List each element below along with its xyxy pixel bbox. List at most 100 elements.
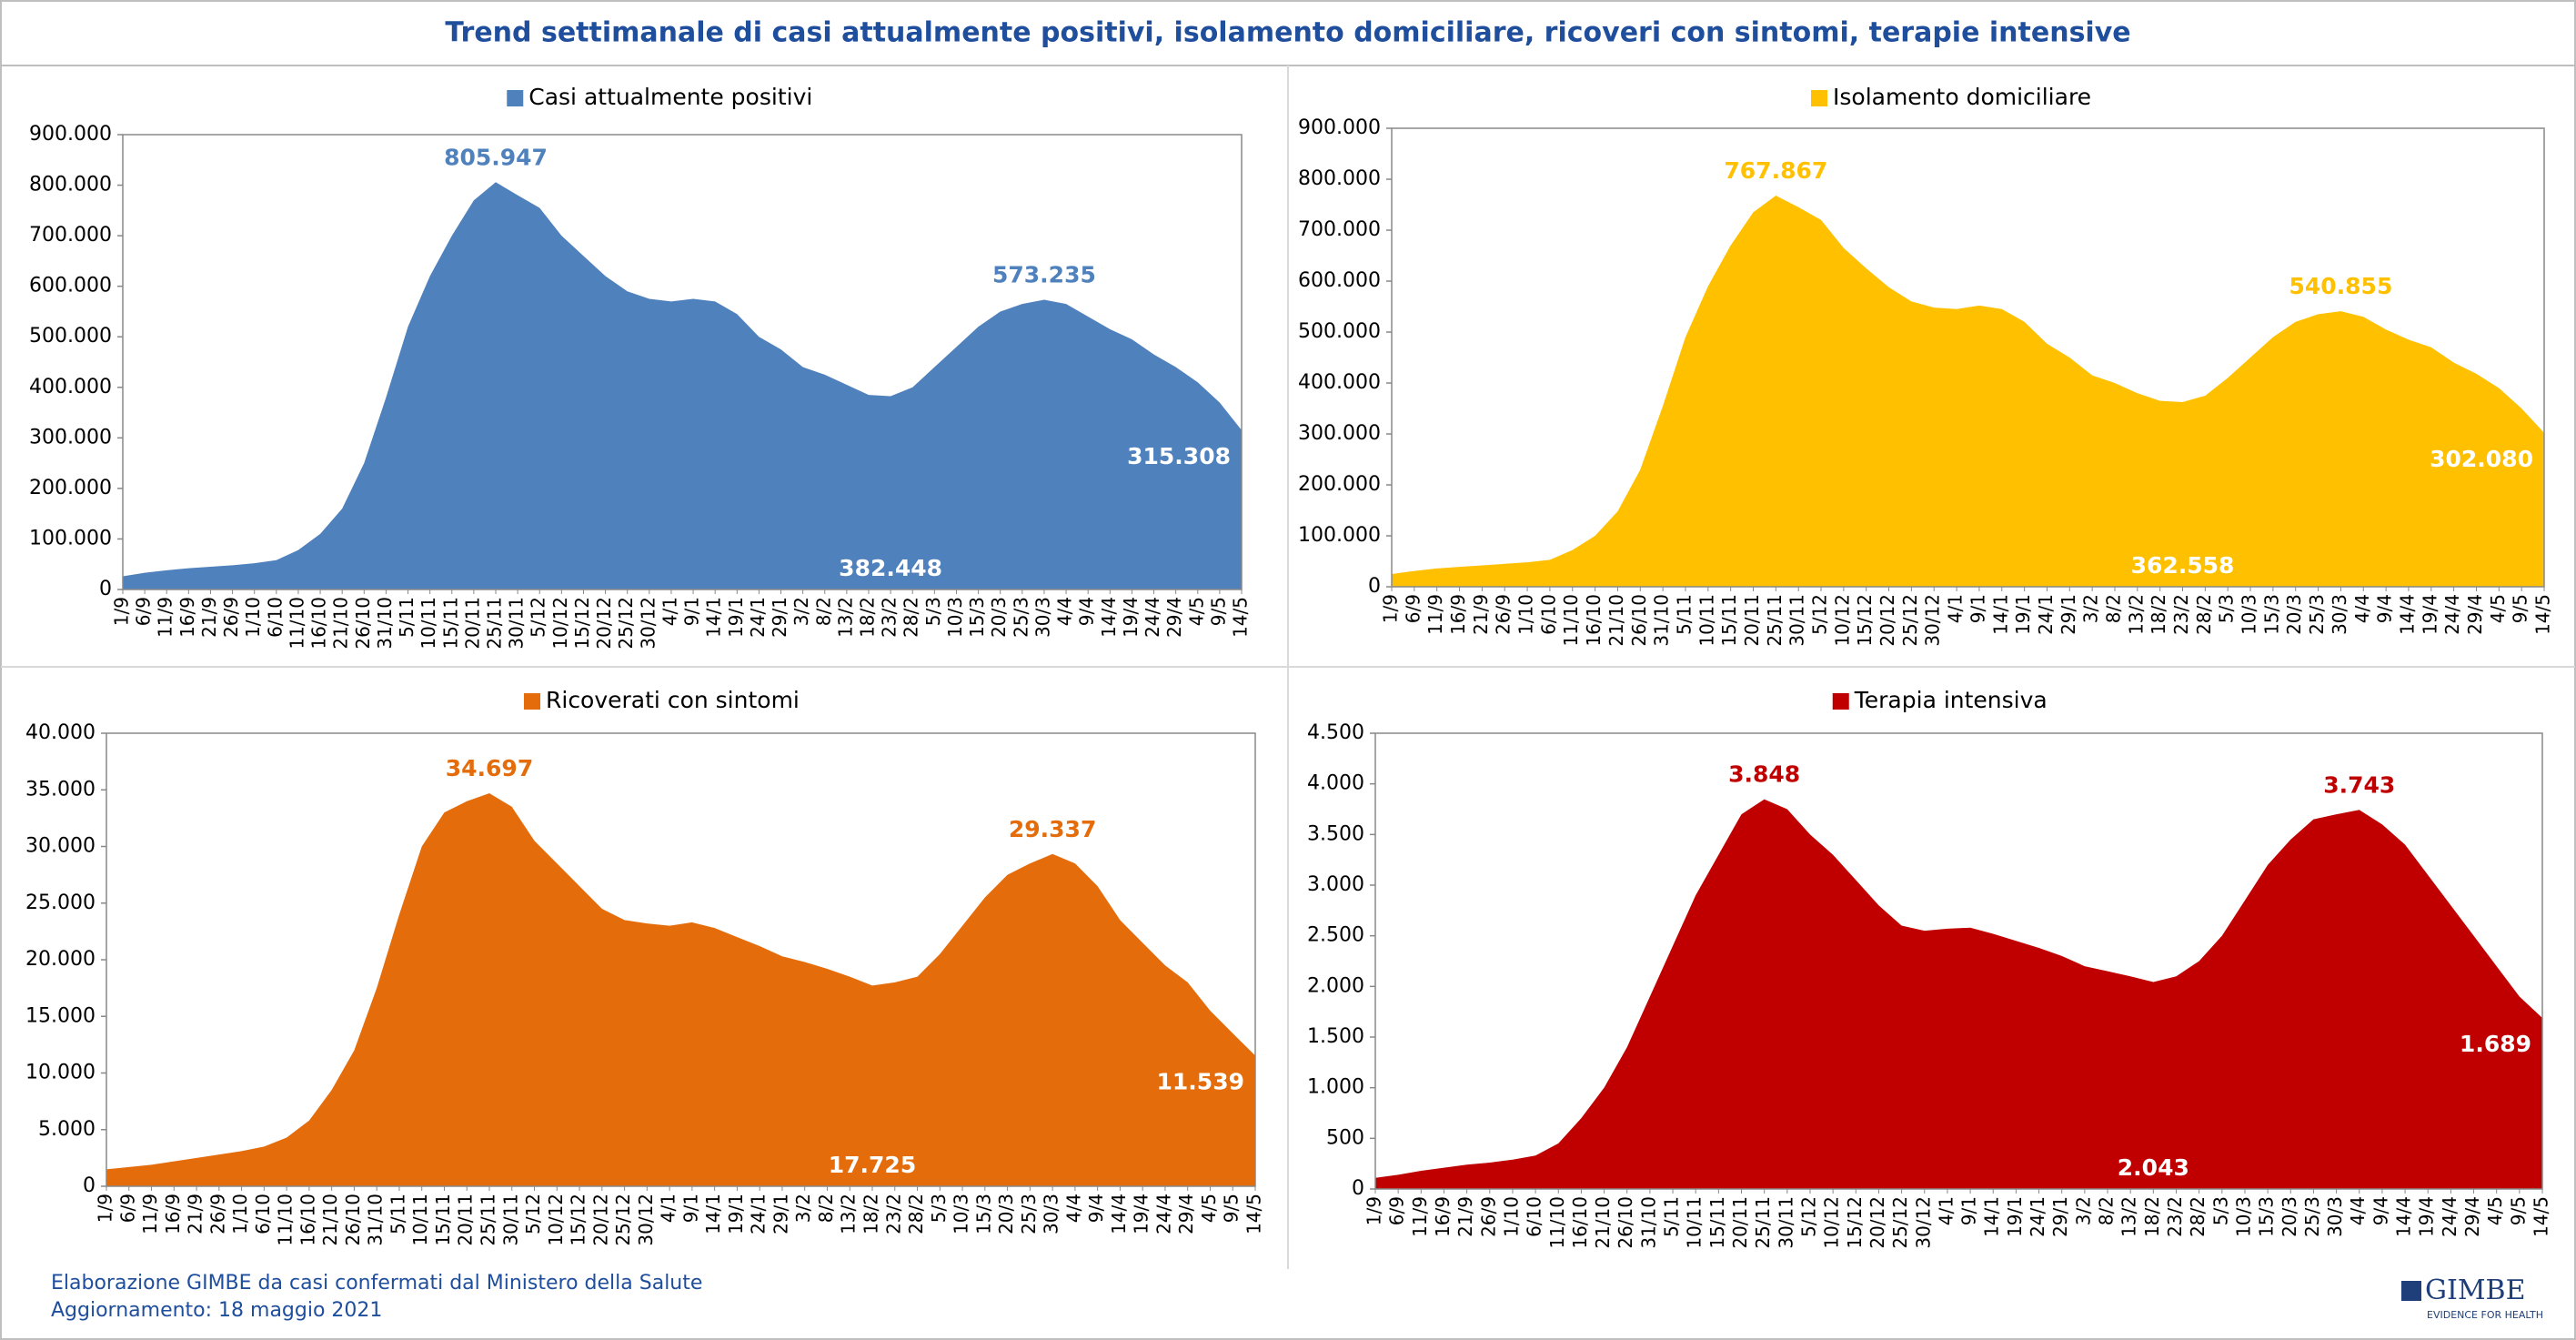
- x-tick-label: 1/10: [1500, 1196, 1522, 1237]
- x-tick-label: 19/1: [2012, 594, 2034, 635]
- annotation: 29.337: [1009, 816, 1096, 842]
- plot-frame: [1391, 127, 2545, 588]
- y-tick-label: 300.000: [29, 426, 112, 448]
- x-tick-label: 18/2: [2148, 594, 2169, 635]
- x-tick-label: 4/1: [658, 1194, 679, 1223]
- area: [1392, 195, 2544, 587]
- area: [106, 793, 1255, 1186]
- x-tick-label: 29/4: [2464, 594, 2486, 635]
- x-tick-label: 9/1: [679, 1194, 701, 1223]
- legend-swatch: [507, 90, 524, 106]
- x-tick-label: 24/4: [2441, 594, 2463, 635]
- y-tick-label: 2.000: [1307, 974, 1364, 997]
- x-tick-label: 14/1: [1981, 1196, 2003, 1237]
- x-tick-label: 4/4: [1054, 597, 1076, 626]
- y-tick-label: 4.000: [1307, 772, 1364, 795]
- plot-frame: [122, 134, 1243, 590]
- footer-update: Aggiornamento: 18 maggio 2021: [51, 1299, 382, 1322]
- x-tick-label: 20/11: [1741, 594, 1763, 647]
- x-tick-label: 25/3: [1010, 597, 1031, 638]
- x-tick-label: 8/2: [815, 1194, 837, 1223]
- x-tick-label: 3/2: [2072, 1196, 2094, 1225]
- x-tick-label: 21/9: [1454, 1196, 1476, 1237]
- annotation: 302.080: [2430, 446, 2533, 472]
- x-tick-label: 11/9: [1424, 594, 1446, 635]
- y-tick-label: 800.000: [29, 174, 112, 196]
- y-tick-label: 1.000: [1307, 1076, 1364, 1099]
- y-tick-label: 900.000: [29, 123, 112, 146]
- x-tick-label: 14/4: [1098, 597, 1120, 638]
- x-tick-label: 14/5: [1243, 1194, 1265, 1234]
- y-tick-label: 4.500: [1307, 721, 1364, 744]
- x-tick-label: 29/4: [1175, 1194, 1197, 1234]
- x-tick-label: 5/11: [387, 1194, 408, 1234]
- x-tick-label: 23/2: [879, 597, 901, 638]
- x-tick-label: 10/12: [549, 597, 571, 650]
- x-tick-label: 10/3: [944, 597, 966, 638]
- y-tick-label: 0: [99, 578, 112, 600]
- y-tick-label: 800.000: [1298, 167, 1381, 190]
- y-tick-label: 200.000: [29, 477, 112, 499]
- y-tick-label: 5.000: [38, 1118, 96, 1141]
- x-tick-label: 30/11: [1786, 594, 1808, 647]
- x-tick-label: 10/12: [545, 1194, 567, 1246]
- annotation: 767.867: [1724, 157, 1827, 184]
- x-tick-label: 14/5: [1230, 597, 1252, 638]
- x-tick-label: 25/12: [612, 1194, 634, 1246]
- x-tick-label: 25/12: [615, 597, 637, 650]
- x-tick-label: 6/9: [1386, 1196, 1408, 1225]
- y-tick-label: 0: [1352, 1177, 1364, 1200]
- x-tick-label: 19/1: [725, 597, 747, 638]
- x-tick-label: 6/9: [116, 1194, 138, 1223]
- y-tick-label: 600.000: [1298, 269, 1381, 292]
- x-tick-label: 16/10: [308, 597, 330, 650]
- y-tick-label: 20.000: [25, 948, 96, 971]
- x-tick-label: 30/3: [2324, 1196, 2346, 1237]
- x-tick-label: 15/3: [2260, 594, 2282, 635]
- y-tick-label: 700.000: [29, 224, 112, 247]
- x-tick-label: 24/1: [748, 1194, 770, 1234]
- x-tick-label: 31/10: [1651, 594, 1673, 647]
- x-tick-label: 9/4: [1085, 1194, 1107, 1223]
- x-tick-label: 26/9: [206, 1194, 228, 1234]
- x-tick-label: 15/3: [2256, 1196, 2278, 1237]
- y-tick-label: 2.500: [1307, 924, 1364, 947]
- x-tick-label: 20/3: [988, 597, 1010, 638]
- x-tick-label: 4/5: [1185, 597, 1207, 626]
- x-tick-label: 11/9: [1409, 1196, 1431, 1237]
- x-tick-label: 4/1: [1935, 1196, 1957, 1225]
- x-tick-label: 4/5: [2484, 1196, 2506, 1225]
- y-tick-label: 100.000: [1298, 524, 1381, 547]
- x-tick-label: 4/5: [2487, 594, 2509, 623]
- x-tick-label: 15/12: [1854, 594, 1876, 647]
- x-tick-label: 21/10: [1592, 1196, 1614, 1249]
- y-tick-label: 3.500: [1307, 822, 1364, 845]
- x-tick-label: 10/12: [1821, 1196, 1843, 1249]
- x-tick-label: 25/12: [1889, 1196, 1911, 1249]
- x-tick-label: 30/12: [1912, 1196, 1934, 1249]
- area: [123, 182, 1242, 590]
- x-tick-label: 24/1: [2035, 594, 2057, 635]
- x-tick-label: 6/10: [1537, 594, 1559, 635]
- y-tick-label: 10.000: [25, 1062, 96, 1084]
- x-tick-label: 30/3: [1041, 1194, 1062, 1234]
- annotation: 805.947: [444, 144, 548, 170]
- x-tick-label: 9/1: [681, 597, 703, 626]
- x-tick-label: 23/2: [882, 1194, 904, 1234]
- x-tick-label: 9/5: [2510, 594, 2531, 623]
- y-tick-label: 35.000: [25, 778, 96, 801]
- x-tick-label: 19/4: [2416, 1196, 2438, 1237]
- annotation: 2.043: [2118, 1154, 2189, 1181]
- x-tick-label: 10/11: [1684, 1196, 1706, 1249]
- x-tick-label: 29/1: [770, 1194, 791, 1234]
- x-tick-label: 5/3: [2216, 594, 2238, 623]
- x-tick-label: 10/11: [409, 1194, 431, 1246]
- annotation: 3.848: [1728, 761, 1800, 788]
- y-tick-label: 500.000: [1298, 320, 1381, 343]
- x-tick-label: 30/12: [635, 1194, 657, 1246]
- y-tick-label: 300.000: [1298, 422, 1381, 445]
- x-tick-label: 20/11: [455, 1194, 477, 1246]
- x-tick-label: 30/12: [637, 597, 659, 650]
- x-tick-label: 9/1: [1967, 594, 1988, 623]
- x-tick-label: 30/3: [1031, 597, 1053, 638]
